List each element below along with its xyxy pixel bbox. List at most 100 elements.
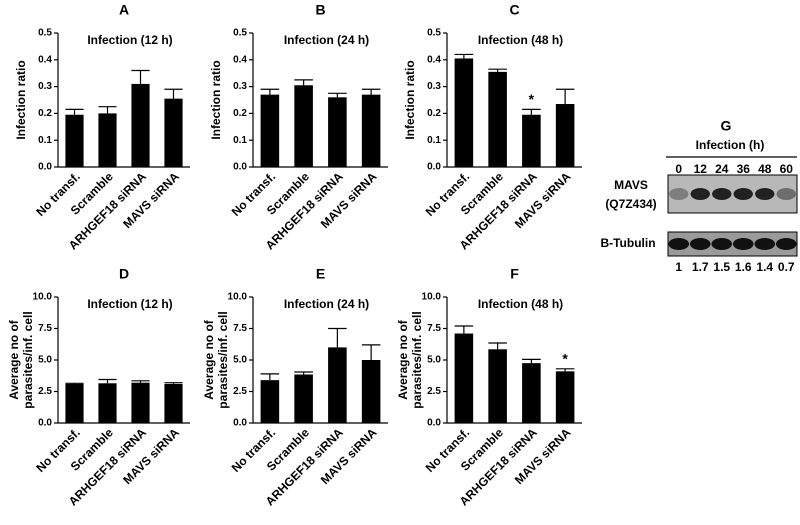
y-axis-label: Average no ofparasites/inf. cell	[202, 311, 230, 408]
tubulin-band	[689, 238, 711, 250]
bar	[260, 380, 280, 423]
y-tick-label: 2.5	[233, 386, 247, 397]
y-tick-label: 7.5	[233, 323, 247, 334]
quant-label: 1.5	[713, 260, 730, 274]
quant-label: 1.6	[735, 260, 752, 274]
y-tick-label: 0.3	[427, 81, 441, 92]
bar	[522, 114, 541, 167]
tubulin-band	[668, 238, 690, 250]
panel-letter: E	[316, 266, 325, 282]
y-tick-label: 0.0	[233, 418, 247, 429]
significance-marker: *	[562, 351, 568, 367]
bar	[164, 98, 183, 167]
y-axis-label-line: parasites/inf. cell	[410, 311, 424, 408]
y-tick-label: 0.0	[38, 162, 52, 173]
time-label: 36	[737, 162, 751, 176]
y-tick-label: 0.4	[38, 54, 52, 65]
y-tick-label: 0.2	[233, 108, 247, 119]
mavs-band	[712, 188, 732, 200]
bar	[488, 71, 507, 167]
time-label: 0	[675, 162, 682, 176]
y-tick-label: 2.5	[427, 386, 441, 397]
bar	[555, 104, 575, 167]
y-tick-label: 0.2	[427, 108, 441, 119]
bar	[260, 94, 280, 167]
y-tick-label: 0.4	[427, 54, 441, 65]
bar	[164, 383, 183, 423]
panel-letter: C	[509, 2, 519, 18]
y-axis-label-line: parasites/inf. cell	[216, 311, 230, 408]
y-tick-label: 7.5	[38, 323, 52, 334]
tubulin-band	[775, 238, 797, 250]
bar	[131, 83, 150, 167]
mavs-band	[669, 188, 689, 200]
y-tick-label: 0.0	[427, 162, 441, 173]
y-axis-label: Infection ratio	[403, 60, 417, 139]
mavs-band	[755, 188, 775, 200]
y-axis-label: Infection ratio	[209, 60, 223, 139]
y-tick-label: 0.2	[38, 108, 52, 119]
bar	[65, 114, 84, 167]
chart-title: Infection (24 h)	[284, 297, 369, 311]
y-tick-label: 0.3	[38, 81, 52, 92]
y-tick-label: 0.5	[38, 28, 52, 39]
chart-title: Infection (48 h)	[478, 33, 563, 47]
y-axis-label-line: Average no of	[7, 319, 21, 400]
quant-label: 1.4	[756, 260, 773, 274]
blot-row-label: MAVS	[614, 178, 648, 192]
chart-title: Infection (12 h)	[87, 33, 172, 47]
y-tick-label: 0.4	[233, 54, 247, 65]
bar	[361, 360, 381, 423]
chart-title: Infection (48 h)	[478, 297, 563, 311]
y-tick-label: 0.1	[233, 135, 247, 146]
y-tick-label: 0.3	[233, 81, 247, 92]
y-axis-label: Average no ofparasites/inf. cell	[396, 311, 424, 408]
quant-label: 0.7	[778, 260, 795, 274]
y-tick-label: 0.1	[38, 135, 52, 146]
chart-title: Infection (24 h)	[284, 33, 369, 47]
y-axis-label: Average no ofparasites/inf. cell	[7, 311, 35, 408]
panel-letter: G	[721, 118, 732, 134]
y-tick-label: 0.0	[427, 418, 441, 429]
bar	[98, 113, 117, 167]
panel-letter: B	[315, 2, 325, 18]
y-tick-label: 10.0	[228, 292, 248, 303]
bar	[488, 349, 507, 423]
bar	[294, 85, 313, 167]
y-tick-label: 0.5	[427, 28, 441, 39]
bar	[454, 333, 474, 423]
y-tick-label: 7.5	[427, 323, 441, 334]
quant-label: 1.7	[692, 260, 709, 274]
time-label: 24	[715, 162, 729, 176]
y-tick-label: 10.0	[33, 292, 53, 303]
mavs-band	[776, 188, 796, 200]
panel-letter: D	[119, 266, 129, 282]
y-axis-label-line: parasites/inf. cell	[21, 311, 35, 408]
panel-letter: F	[510, 266, 519, 282]
blot-title: Infection (h)	[696, 138, 765, 152]
mavs-band	[690, 188, 710, 200]
blot-row-label: (Q7Z434)	[605, 197, 656, 211]
time-label: 12	[694, 162, 708, 176]
time-label: 48	[758, 162, 772, 176]
quant-label: 1	[675, 260, 682, 274]
bar	[65, 383, 84, 423]
y-axis-label: Infection ratio	[14, 60, 28, 139]
y-tick-label: 0.1	[427, 135, 441, 146]
y-tick-label: 5.0	[427, 355, 441, 366]
y-tick-label: 0.0	[233, 162, 247, 173]
y-tick-label: 5.0	[38, 355, 52, 366]
bar	[328, 347, 347, 423]
mavs-band	[733, 188, 753, 200]
bar	[294, 374, 313, 423]
bar	[98, 383, 117, 423]
y-tick-label: 10.0	[422, 292, 442, 303]
time-label: 60	[780, 162, 794, 176]
bar	[522, 363, 541, 423]
blot-membrane	[667, 231, 798, 257]
bar	[361, 94, 381, 167]
significance-marker: *	[529, 91, 535, 107]
tubulin-band	[711, 238, 733, 250]
